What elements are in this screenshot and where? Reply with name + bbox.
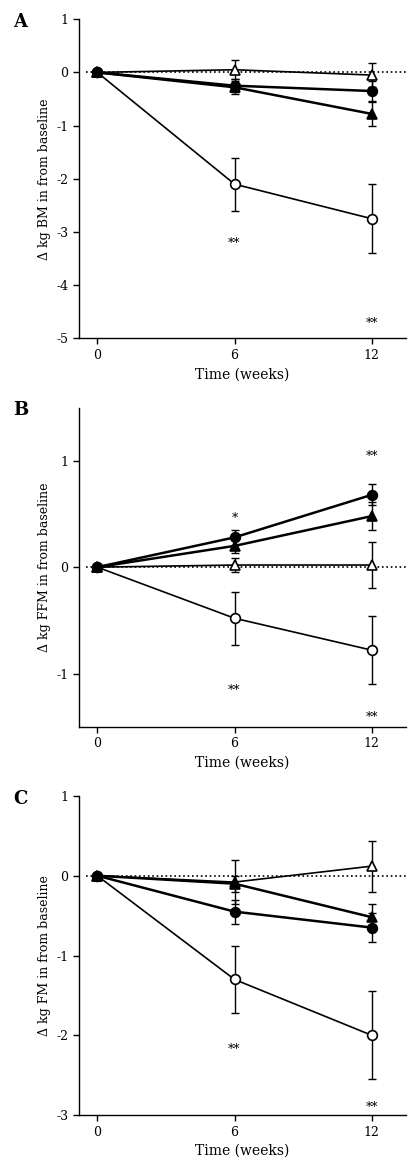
Text: *: * — [231, 512, 238, 525]
Text: **: ** — [228, 238, 241, 251]
Text: **: ** — [228, 1043, 241, 1056]
Y-axis label: Δ kg FFM in from baseline: Δ kg FFM in from baseline — [38, 483, 51, 652]
Y-axis label: Δ kg FM in from baseline: Δ kg FM in from baseline — [38, 875, 51, 1036]
Text: **: ** — [228, 684, 241, 697]
Text: **: ** — [365, 318, 378, 331]
Text: C: C — [13, 790, 28, 808]
Text: A: A — [13, 13, 28, 30]
Y-axis label: Δ kg BM in from baseline: Δ kg BM in from baseline — [38, 98, 51, 259]
Text: B: B — [13, 401, 29, 420]
X-axis label: Time (weeks): Time (weeks) — [195, 756, 290, 770]
Text: **: ** — [365, 1101, 378, 1113]
Text: **: ** — [365, 450, 378, 463]
X-axis label: Time (weeks): Time (weeks) — [195, 1144, 290, 1158]
X-axis label: Time (weeks): Time (weeks) — [195, 367, 290, 381]
Text: **: ** — [365, 711, 378, 724]
